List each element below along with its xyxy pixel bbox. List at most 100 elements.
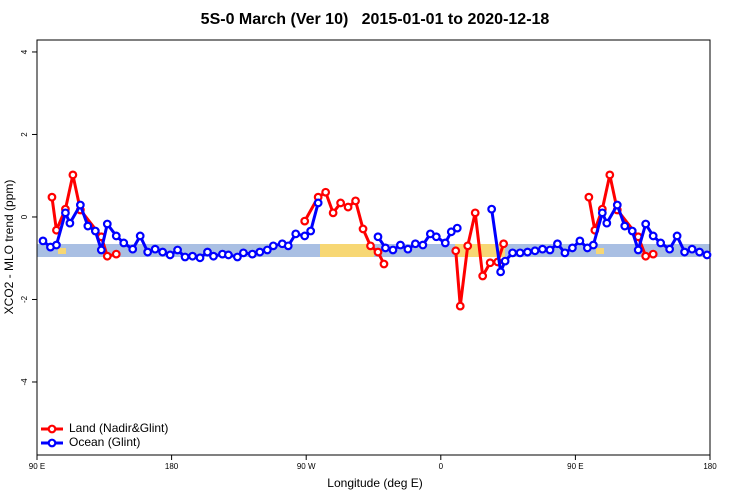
data-point bbox=[584, 192, 594, 202]
data-point bbox=[538, 244, 547, 254]
data-point bbox=[343, 202, 353, 212]
data-point bbox=[150, 244, 160, 254]
y-tick-label: 4 bbox=[20, 49, 29, 54]
data-point bbox=[47, 192, 57, 202]
data-point bbox=[641, 219, 651, 229]
data-point bbox=[648, 249, 658, 259]
data-point bbox=[508, 248, 517, 258]
data-point bbox=[75, 200, 85, 210]
data-point bbox=[203, 247, 212, 257]
data-point bbox=[499, 239, 509, 249]
data-point bbox=[102, 251, 112, 261]
x-axis-label: Longitude (deg E) bbox=[327, 476, 422, 490]
data-point bbox=[523, 247, 532, 257]
data-point bbox=[111, 231, 121, 241]
data-point bbox=[553, 239, 562, 249]
data-point bbox=[111, 249, 121, 259]
data-point bbox=[233, 252, 242, 262]
data-point bbox=[602, 218, 612, 228]
data-point bbox=[38, 236, 48, 246]
data-point bbox=[418, 240, 428, 250]
y-tick-label: 2 bbox=[20, 132, 29, 137]
data-point bbox=[672, 231, 682, 241]
data-point bbox=[451, 246, 461, 256]
legend-label: Land (Nadir&Glint) bbox=[69, 421, 168, 435]
x-tick-label: 90 E bbox=[567, 462, 583, 471]
data-point bbox=[255, 247, 265, 257]
data-point bbox=[560, 248, 570, 258]
legend: Land (Nadir&Glint)Ocean (Glint) bbox=[41, 421, 168, 449]
x-tick-label: 90 W bbox=[297, 462, 316, 471]
data-point bbox=[195, 253, 205, 263]
data-point bbox=[455, 301, 465, 311]
y-axis-label: XCO2 - MLO trend (ppm) bbox=[2, 180, 16, 315]
x-tick-label: 0 bbox=[439, 462, 444, 471]
data-point bbox=[173, 245, 182, 255]
data-point bbox=[545, 245, 555, 255]
data-point bbox=[283, 241, 293, 251]
land-band bbox=[320, 244, 374, 257]
data-point bbox=[431, 232, 441, 242]
data-point bbox=[83, 221, 93, 231]
data-point bbox=[500, 256, 510, 266]
data-point bbox=[268, 241, 278, 251]
data-point bbox=[238, 248, 248, 258]
data-point bbox=[403, 244, 413, 254]
data-point bbox=[328, 208, 338, 218]
data-point bbox=[300, 216, 310, 226]
data-point bbox=[61, 208, 70, 218]
data-point bbox=[209, 251, 218, 261]
data-point bbox=[143, 247, 153, 257]
land-band bbox=[596, 248, 604, 254]
data-point bbox=[605, 170, 615, 180]
data-point bbox=[575, 236, 585, 246]
data-point bbox=[306, 226, 316, 236]
data-point bbox=[90, 226, 100, 236]
data-point bbox=[440, 238, 450, 248]
data-point bbox=[373, 232, 383, 242]
data-point bbox=[68, 170, 78, 180]
data-point bbox=[300, 231, 310, 241]
data-point bbox=[381, 243, 390, 253]
x-tick-label: 180 bbox=[165, 462, 179, 471]
data-point bbox=[188, 251, 197, 261]
data-point bbox=[568, 243, 577, 253]
data-point bbox=[463, 241, 473, 251]
data-point bbox=[52, 240, 61, 250]
data-point bbox=[597, 208, 607, 218]
data-point bbox=[588, 240, 598, 250]
legend-label: Ocean (Glint) bbox=[69, 435, 140, 449]
data-point bbox=[620, 221, 630, 231]
legend-marker bbox=[47, 424, 57, 434]
data-point bbox=[680, 247, 689, 257]
data-point bbox=[351, 196, 360, 206]
data-point bbox=[224, 250, 233, 260]
data-point bbox=[321, 187, 331, 197]
data-point bbox=[487, 204, 497, 214]
data-point bbox=[96, 245, 106, 255]
data-point bbox=[485, 258, 495, 268]
data-point bbox=[530, 246, 540, 256]
data-point bbox=[641, 251, 651, 261]
data-point bbox=[452, 223, 462, 233]
data-point bbox=[627, 226, 637, 236]
data-point bbox=[336, 198, 345, 208]
data-point bbox=[135, 231, 145, 241]
y-tick-label: -4 bbox=[20, 378, 29, 386]
data-point bbox=[65, 218, 75, 228]
data-point bbox=[119, 238, 129, 248]
data-point bbox=[633, 245, 643, 255]
x-tick-label: 90 E bbox=[29, 462, 45, 471]
data-point bbox=[515, 248, 525, 258]
data-point bbox=[102, 219, 112, 229]
data-point bbox=[656, 238, 666, 248]
data-point bbox=[396, 240, 405, 250]
data-point bbox=[158, 247, 168, 257]
data-point bbox=[313, 198, 323, 208]
data-point bbox=[291, 229, 301, 239]
y-tick-label: -2 bbox=[20, 295, 29, 303]
x-tick-label: 180 bbox=[703, 462, 717, 471]
chart-title: 5S-0 March (Ver 10) 2015-01-01 to 2020-1… bbox=[201, 11, 550, 28]
legend-marker bbox=[47, 438, 57, 448]
